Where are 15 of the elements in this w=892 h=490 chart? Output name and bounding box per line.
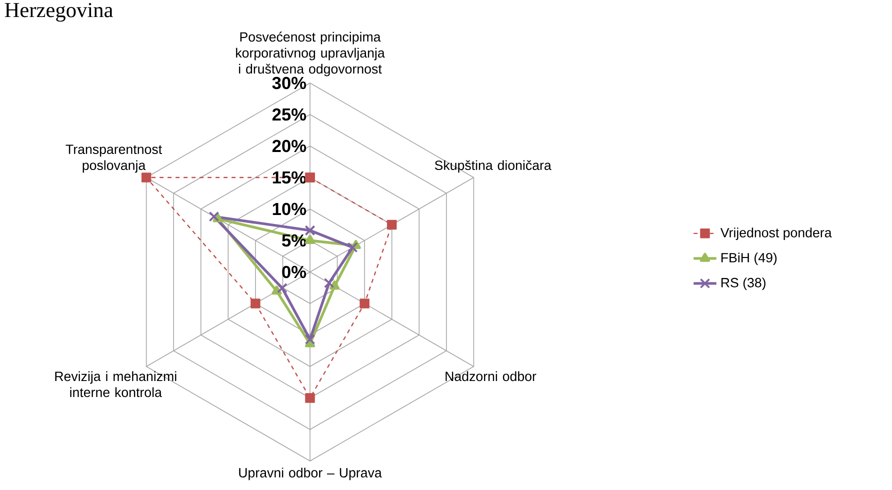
y-tick-label: 25% xyxy=(272,108,306,121)
spoke-label: Posvećenost principima korporativnog upravljanja i društvena odgovornost xyxy=(236,32,385,76)
y-tick-label: 20% xyxy=(272,140,306,152)
legend-label: FBiH (49) xyxy=(721,252,777,266)
spoke-label: Revizija i mehanizmi interne kontrola xyxy=(55,371,176,398)
spoke-label: Skupština dioničara xyxy=(434,160,552,173)
legend-label: Vrijednost pondera xyxy=(720,228,832,240)
spoke-label: Transparentnost poslovanja xyxy=(66,144,162,173)
legend-label: RS (38) xyxy=(721,278,766,290)
y-tick-label: 10% xyxy=(272,202,306,216)
chart-title: Herzegovina xyxy=(4,2,113,22)
spoke-label: Upravni odbor – Uprava xyxy=(239,468,382,480)
y-tick-label: 0% xyxy=(282,266,306,278)
spoke-label: Nadzorni odbor xyxy=(446,371,536,382)
y-tick-label: 30% xyxy=(272,76,306,90)
